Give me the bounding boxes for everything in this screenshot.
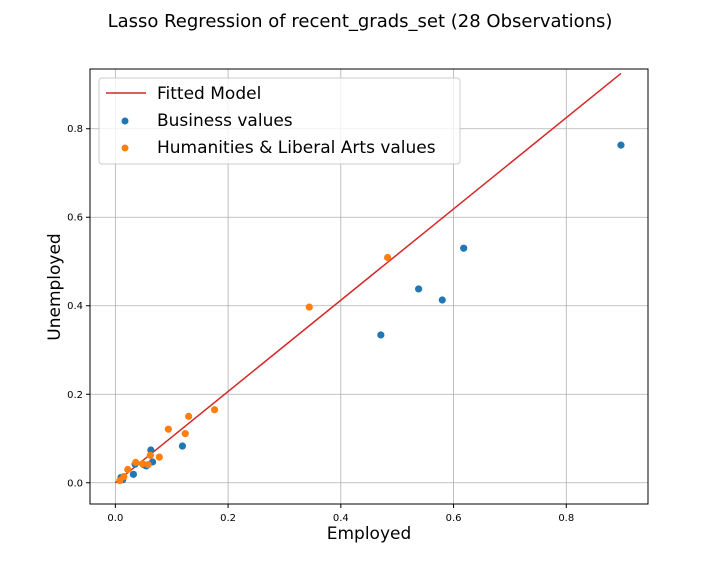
humanities-point [116, 476, 124, 485]
humanities-point [124, 465, 132, 474]
business-point [147, 446, 155, 454]
humanities-point [155, 453, 163, 461]
scatter-points [116, 141, 625, 485]
legend-label-business: Business values [157, 111, 293, 131]
x-tick-label: 0.8 [558, 513, 574, 524]
legend-swatch-business [121, 117, 129, 125]
y-tick-label: 0.4 [67, 301, 83, 312]
humanities-point [185, 412, 193, 420]
humanities-point [181, 430, 189, 438]
humanities-point [132, 458, 140, 467]
x-axis-ticks: 0.0 0.2 0.4 0.6 0.8 [107, 504, 574, 524]
humanities-point [144, 461, 152, 469]
legend-label-humanities: Humanities & Liberal Arts values [157, 138, 436, 158]
humanities-point [164, 425, 172, 433]
y-tick-label: 0.8 [67, 124, 83, 135]
y-axis-label: Unemployed [45, 233, 65, 340]
series-business [117, 141, 625, 484]
humanities-point [146, 451, 154, 459]
business-point [377, 331, 385, 339]
chart-title: Lasso Regression of recent_grads_set (28… [108, 11, 613, 32]
y-axis-ticks: 0.0 0.2 0.4 0.6 0.8 [67, 124, 90, 489]
x-tick-label: 0.2 [220, 513, 236, 524]
legend-label-fitted-model: Fitted Model [157, 84, 261, 104]
humanities-point [210, 406, 219, 414]
humanities-point [305, 303, 313, 311]
business-point [415, 285, 423, 293]
business-point [617, 141, 625, 149]
x-axis-label: Employed [327, 524, 412, 544]
business-point [438, 296, 446, 304]
business-point [129, 470, 137, 478]
fitted-model-line [114, 72, 622, 484]
legend-box [98, 77, 461, 165]
humanities-point [384, 253, 392, 262]
series-humanities [116, 253, 392, 485]
business-point [460, 244, 468, 252]
x-tick-label: 0.6 [446, 513, 462, 524]
business-point [178, 442, 187, 450]
y-tick-label: 0.6 [67, 213, 83, 224]
legend: Fitted Model Business values Humanities … [98, 77, 461, 165]
x-tick-label: 0.4 [333, 513, 349, 524]
y-tick-label: 0.0 [67, 478, 83, 489]
y-tick-label: 0.2 [67, 390, 83, 401]
legend-swatch-humanities [121, 144, 129, 152]
plot-frame [89, 68, 649, 505]
fitted-line-layer [114, 72, 622, 484]
x-tick-label: 0.0 [107, 513, 123, 524]
humanities-point [138, 460, 147, 468]
